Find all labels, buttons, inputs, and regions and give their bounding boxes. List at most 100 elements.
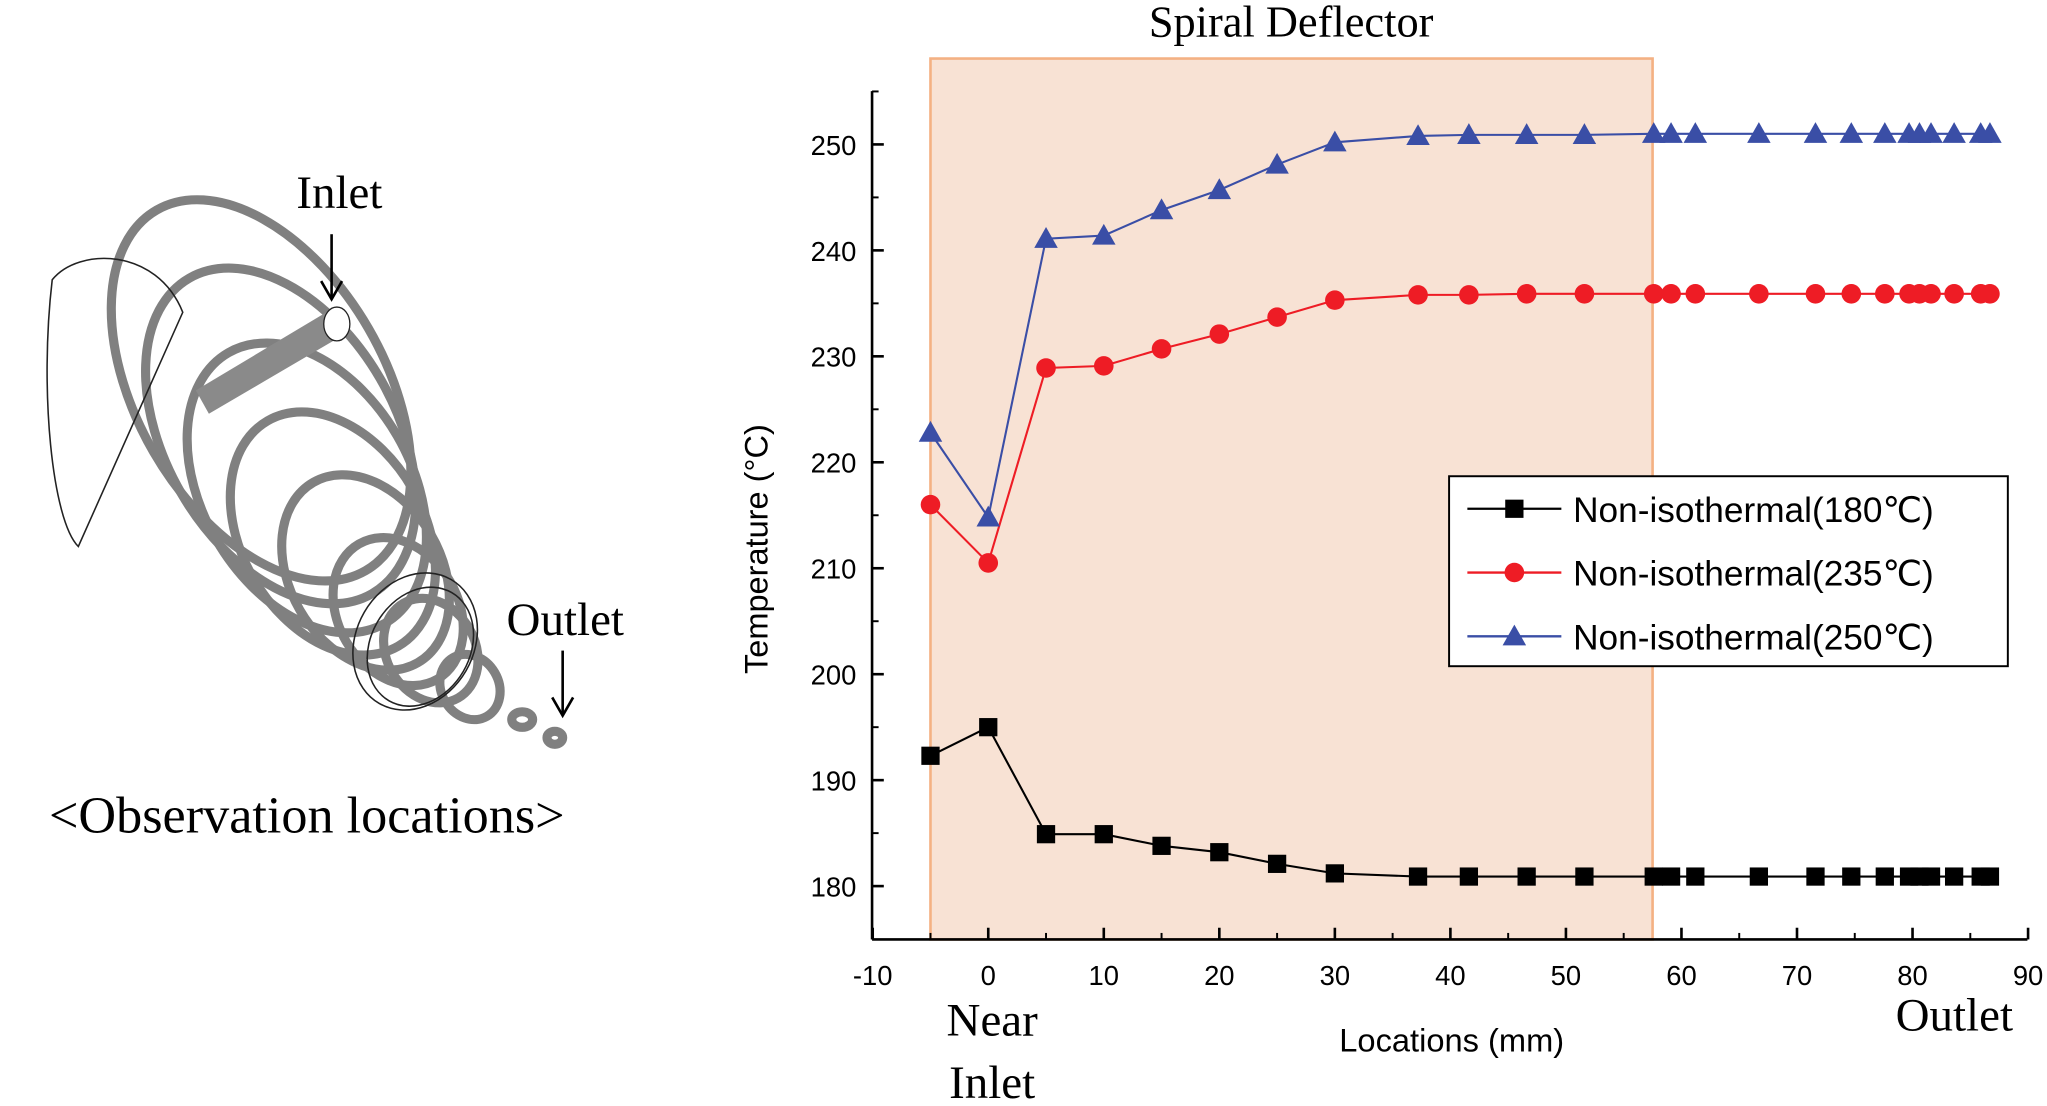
data-point	[1921, 867, 1941, 886]
x-tick-label: 40	[1435, 960, 1465, 991]
x-tick-label: 20	[1204, 960, 1234, 991]
data-point	[1325, 864, 1344, 883]
data-point	[1574, 284, 1595, 304]
spiral-deflector-drawing	[46, 195, 568, 749]
data-point	[1978, 122, 2002, 143]
data-point	[976, 505, 1001, 527]
observation-caption: <Observation locations>	[49, 788, 565, 845]
y-tick-label: 210	[811, 554, 857, 585]
data-point	[1149, 198, 1174, 220]
legend-marker-square	[1505, 499, 1524, 518]
data-point	[1659, 122, 1683, 143]
data-point	[1459, 285, 1479, 305]
series-square	[921, 718, 2000, 886]
data-point	[1686, 867, 1705, 886]
data-point	[1873, 122, 1897, 143]
data-point	[1323, 130, 1347, 152]
data-point	[1805, 284, 1826, 304]
data-point	[1944, 867, 1964, 886]
legend-label: Non-isothermal(235℃)	[1573, 555, 1934, 594]
data-point	[1210, 843, 1229, 862]
data-point	[1641, 122, 1666, 143]
y-tick-label: 180	[811, 872, 857, 903]
data-point	[1749, 867, 1769, 886]
data-point	[1406, 124, 1430, 146]
x-tick-label: 80	[1897, 960, 1927, 991]
data-point	[1919, 122, 1943, 143]
data-point	[918, 420, 943, 442]
data-point	[1685, 284, 1706, 304]
data-point	[921, 746, 940, 765]
y-tick-label: 240	[811, 236, 857, 267]
data-point	[1093, 356, 1114, 376]
data-point	[1643, 284, 1664, 304]
data-point	[1036, 825, 1056, 844]
series-group	[918, 122, 2002, 886]
y-tick-label: 200	[811, 660, 857, 691]
data-point	[1267, 854, 1287, 873]
data-point	[979, 718, 998, 737]
data-point	[1575, 867, 1594, 886]
data-point	[920, 494, 941, 515]
x-tick-label: 60	[1666, 960, 1696, 991]
data-point	[1514, 123, 1539, 144]
data-point	[1408, 867, 1428, 886]
x-tick-label: 30	[1320, 960, 1350, 991]
outlet-axis-label: Outlet	[1896, 990, 2013, 1042]
outlet-drawing-label: Outlet	[507, 594, 624, 646]
y-tick-label: 190	[811, 766, 857, 797]
data-point	[1749, 284, 1769, 304]
y-tick-label: 230	[811, 342, 857, 373]
data-point	[1980, 284, 2000, 304]
inlet-label: Inlet	[296, 167, 382, 219]
data-point	[1747, 122, 1771, 143]
y-axis-label: Temperature (°C)	[739, 424, 775, 674]
data-point	[1803, 122, 1828, 143]
data-point	[1683, 122, 1708, 143]
data-point	[1207, 178, 1232, 200]
data-point	[1094, 825, 1113, 844]
data-point	[1267, 307, 1287, 327]
y-tick-label: 250	[811, 130, 857, 161]
data-point	[1151, 339, 1172, 359]
data-point	[978, 553, 999, 573]
legend-marker-circle	[1504, 562, 1525, 583]
data-point	[1517, 867, 1536, 886]
data-point	[1572, 123, 1597, 144]
axes: -10 0 10 20 30 40 50 60 70 80 90 180 190 200 210 220 230…	[811, 90, 2043, 991]
x-tick-label: 90	[2013, 960, 2043, 991]
data-point	[1036, 358, 1056, 378]
data-point	[1092, 223, 1116, 245]
inlet-arrow-icon	[320, 234, 344, 302]
data-point	[1921, 284, 1941, 304]
data-point	[1661, 867, 1681, 886]
data-point	[1944, 284, 1964, 304]
legend: Non-isothermal(180℃) Non-isothermal(235℃)…	[1448, 475, 2009, 668]
outlet-arrow-icon	[551, 650, 575, 719]
series-triangle	[918, 122, 2002, 527]
data-point	[1661, 284, 1681, 304]
y-tick-label: 220	[811, 448, 857, 479]
near-inlet-label-line2: Inlet	[949, 1057, 1035, 1106]
data-point	[1841, 284, 1862, 304]
x-axis-label: Locations (mm)	[1339, 1022, 1564, 1058]
region-label: Spiral Deflector	[1149, 0, 1434, 46]
x-tick-label: 70	[1782, 960, 1812, 991]
x-tick-label: 0	[981, 960, 996, 991]
data-point	[1408, 285, 1428, 305]
data-point	[1457, 123, 1481, 144]
data-point	[1516, 284, 1537, 304]
data-point	[1644, 867, 1663, 886]
data-point	[1209, 324, 1230, 344]
legend-marker-triangle	[1502, 624, 1527, 646]
data-point	[1034, 227, 1058, 248]
data-point	[1875, 284, 1895, 304]
data-point	[1152, 836, 1171, 855]
data-point	[1842, 867, 1861, 886]
legend-label: Non-isothermal(250℃)	[1573, 618, 1934, 657]
near-inlet-label-line1: Near	[947, 995, 1039, 1047]
data-point	[1839, 122, 1864, 143]
legend-label: Non-isothermal(180℃)	[1573, 491, 1934, 530]
x-tick-label: -10	[853, 960, 893, 991]
